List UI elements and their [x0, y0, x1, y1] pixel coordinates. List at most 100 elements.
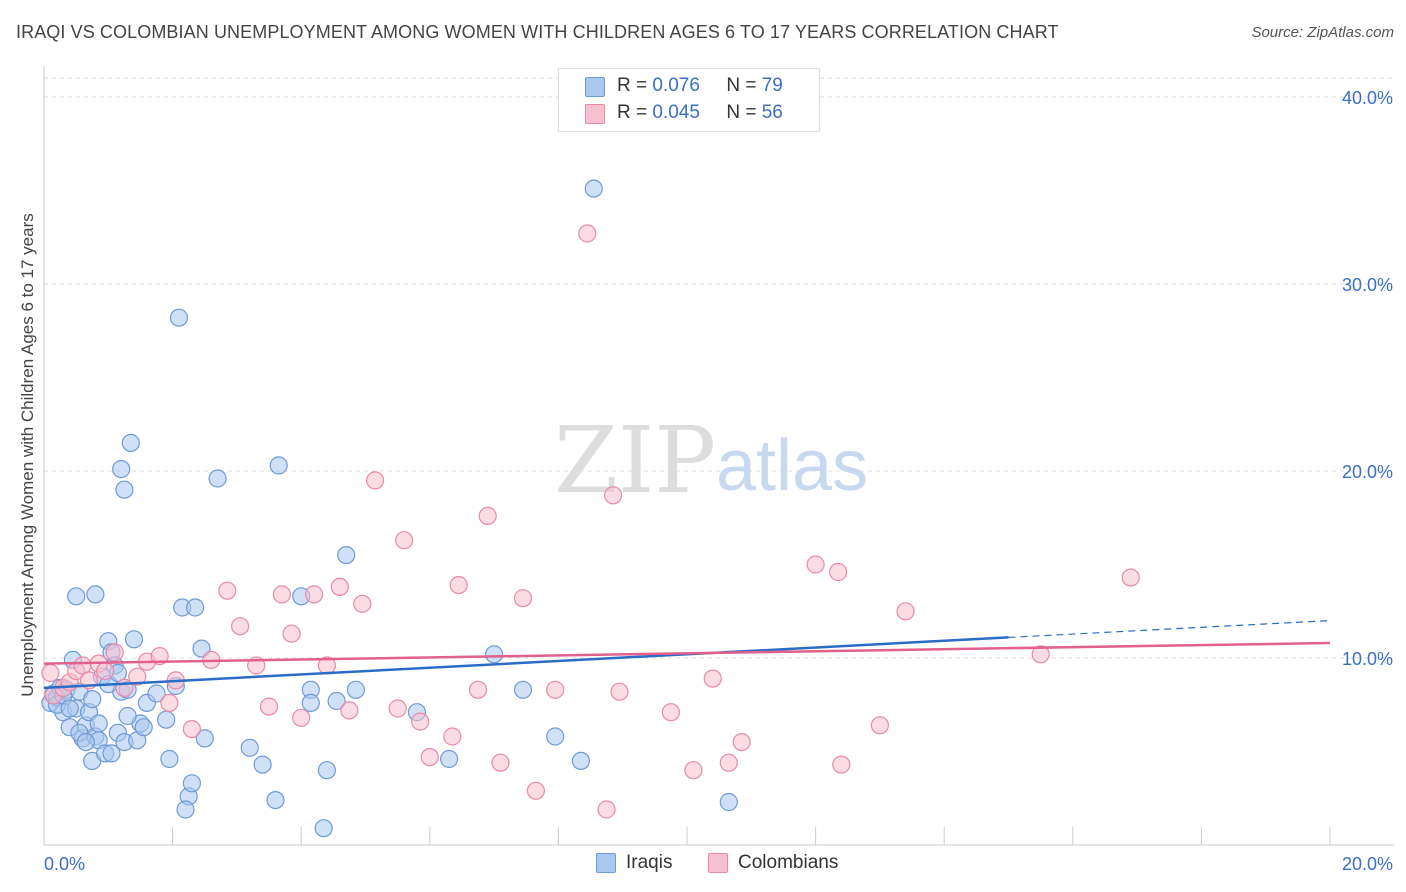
point-colombians	[395, 531, 414, 550]
point-iraqis	[86, 585, 105, 604]
legend-label-colombians: Colombians	[738, 852, 839, 873]
point-colombians	[128, 667, 147, 686]
point-colombians	[513, 589, 533, 608]
point-iraqis	[195, 729, 214, 748]
point-colombians	[340, 701, 359, 720]
point-iraqis	[208, 469, 227, 488]
watermark-atlas: atlas	[716, 426, 868, 506]
point-colombians	[684, 761, 703, 780]
point-iraqis	[67, 587, 86, 606]
point-iraqis	[182, 774, 201, 793]
point-colombians	[870, 716, 890, 735]
point-iraqis	[513, 680, 533, 699]
point-iraqis	[186, 598, 205, 617]
point-colombians	[896, 602, 915, 621]
legend-swatch-colombians	[585, 104, 605, 124]
point-iraqis	[337, 545, 356, 565]
tick-labels: 10.0% 20.0% 30.0% 40.0% 0.0% 20.0%	[44, 88, 1393, 874]
point-colombians	[828, 562, 848, 582]
r-label: R =	[617, 75, 648, 96]
trend-line-iraqis-extension	[1008, 620, 1331, 639]
point-iraqis	[346, 680, 365, 699]
point-colombians	[41, 663, 60, 683]
chart-title: IRAQI VS COLOMBIAN UNEMPLOYMENT AMONG WO…	[16, 22, 1059, 42]
axes	[43, 66, 1394, 846]
point-colombians	[832, 755, 851, 774]
point-colombians	[150, 646, 169, 666]
point-colombians	[610, 682, 629, 701]
point-iraqis	[317, 761, 336, 780]
point-iraqis	[269, 456, 288, 475]
point-iraqis	[60, 699, 79, 718]
point-iraqis	[147, 684, 166, 703]
point-colombians	[603, 486, 623, 505]
point-iraqis	[83, 689, 102, 709]
point-colombians	[719, 753, 738, 772]
legend-swatch-iraqis	[585, 77, 605, 97]
point-iraqis	[266, 790, 285, 810]
n-value-colombians: 56	[761, 102, 783, 123]
point-iraqis	[546, 727, 565, 746]
point-colombians	[546, 680, 565, 699]
grid-lines	[44, 77, 1394, 659]
point-colombians	[292, 708, 311, 727]
point-iraqis	[719, 792, 738, 812]
point-iraqis	[485, 645, 504, 664]
point-iraqis	[440, 749, 459, 769]
legend-text-colombians: R = 0.045 N = 56	[617, 102, 783, 124]
legend-swatch-colombians	[708, 853, 728, 873]
point-colombians	[449, 575, 468, 595]
point-iraqis	[169, 308, 189, 327]
r-value-iraqis: 0.076	[652, 75, 700, 96]
x-tick-label: 20.0%	[1342, 854, 1393, 874]
point-colombians	[526, 781, 546, 800]
point-colombians	[411, 712, 430, 731]
point-iraqis	[76, 732, 95, 752]
point-colombians	[578, 224, 597, 243]
point-colombians	[330, 577, 349, 597]
point-colombians	[597, 800, 616, 819]
n-label: N =	[726, 75, 757, 96]
point-colombians	[661, 703, 681, 722]
n-label: N =	[726, 102, 757, 123]
point-colombians	[353, 594, 372, 613]
trend-lines	[43, 620, 1331, 690]
point-iraqis	[112, 460, 131, 479]
point-colombians	[182, 719, 201, 739]
point-colombians	[443, 727, 462, 746]
stats-legend: R = 0.076 N = 79 R = 0.045 N = 56	[558, 68, 820, 132]
n-value-iraqis: 79	[761, 75, 783, 96]
point-colombians	[366, 471, 385, 490]
point-colombians	[388, 699, 407, 718]
point-colombians	[468, 680, 488, 699]
point-iraqis	[134, 718, 153, 737]
point-colombians	[272, 585, 291, 604]
watermark-zip: ZIP	[554, 407, 716, 514]
point-iraqis	[124, 630, 144, 649]
legend-label-iraqis: Iraqis	[626, 852, 673, 873]
point-iraqis	[102, 744, 121, 763]
y-tick-label: 10.0%	[1342, 649, 1393, 669]
x-tick-label: 0.0%	[44, 854, 85, 874]
point-colombians	[1031, 645, 1050, 664]
y-tick-label: 30.0%	[1342, 275, 1393, 295]
point-iraqis	[253, 755, 272, 774]
legend-text-iraqis: R = 0.076 N = 79	[617, 75, 783, 97]
y-tick-label: 20.0%	[1342, 462, 1393, 482]
point-colombians	[420, 747, 439, 767]
point-colombians	[305, 585, 324, 604]
legend-swatch-iraqis	[596, 853, 616, 873]
r-label: R =	[617, 102, 648, 123]
point-colombians	[491, 753, 510, 772]
point-colombians	[160, 693, 179, 713]
point-iraqis	[118, 706, 137, 726]
point-iraqis	[115, 480, 134, 499]
point-iraqis	[314, 819, 333, 838]
point-iraqis	[240, 738, 259, 757]
data-points	[41, 179, 1140, 838]
point-colombians	[703, 669, 722, 688]
point-colombians	[282, 624, 301, 643]
point-colombians	[259, 697, 279, 716]
y-tick-label: 40.0%	[1342, 88, 1393, 108]
point-iraqis	[121, 433, 140, 452]
